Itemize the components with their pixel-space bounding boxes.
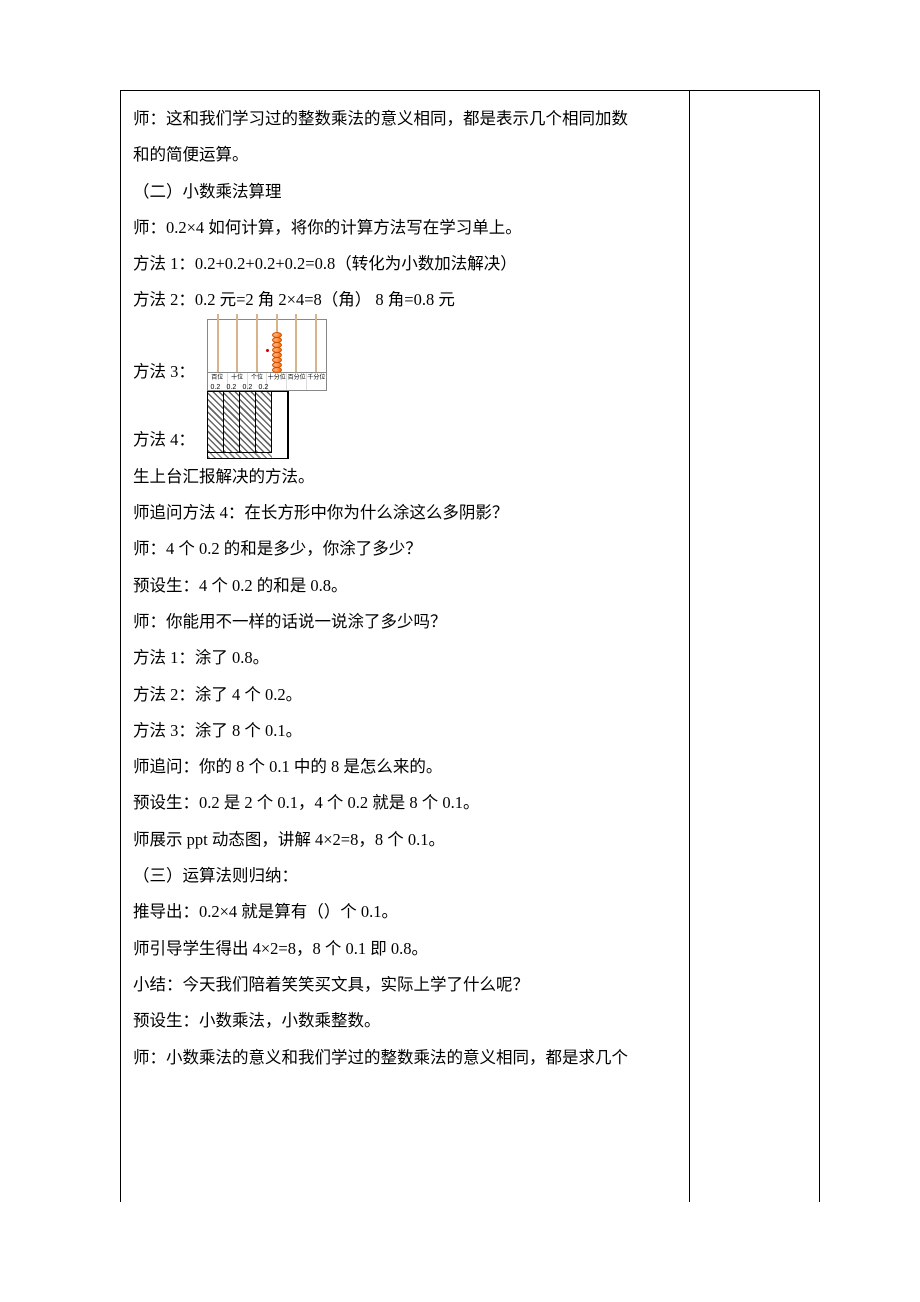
text-line: 师：小数乘法的意义和我们学过的整数乘法的意义相同，都是求几个	[133, 1040, 677, 1076]
text-line: 方法 2：涂了 4 个 0.2。	[133, 677, 677, 713]
text-line: 师：4 个 0.2 的和是多少，你涂了多少？	[133, 531, 677, 567]
side-column	[690, 91, 820, 1202]
section-heading: （三）运算法则归纳：	[133, 858, 677, 894]
method-3-label: 方法 3：	[133, 354, 195, 390]
text-line: 方法 1：涂了 0.8。	[133, 640, 677, 676]
text-line: 师：这和我们学习过的整数乘法的意义相同，都是表示几个相同加数	[133, 101, 677, 137]
text-line: 师展示 ppt 动态图，讲解 4×2=8，8 个 0.1。	[133, 822, 677, 858]
text-line: 方法 1：0.2+0.2+0.2+0.2=0.8（转化为小数加法解决）	[133, 246, 677, 282]
text-line: 师：你能用不一样的话说一说涂了多少吗？	[133, 604, 677, 640]
main-column: 师：这和我们学习过的整数乘法的意义相同，都是表示几个相同加数 和的简便运算。 （…	[121, 91, 690, 1202]
text-line: 师追问：你的 8 个 0.1 中的 8 是怎么来的。	[133, 749, 677, 785]
text-line: 生上台汇报解决的方法。	[133, 459, 677, 495]
text-line: 预设生：0.2 是 2 个 0.1，4 个 0.2 就是 8 个 0.1。	[133, 785, 677, 821]
text-line: 方法 3：涂了 8 个 0.1。	[133, 713, 677, 749]
text-line: 推导出：0.2×4 就是算有（）个 0.1。	[133, 894, 677, 930]
method-4-label: 方法 4：	[133, 422, 195, 458]
text-line: 预设生：4 个 0.2 的和是 0.8。	[133, 568, 677, 604]
lesson-table: 师：这和我们学习过的整数乘法的意义相同，都是表示几个相同加数 和的简便运算。 （…	[120, 90, 820, 1202]
method-4-row: 方法 4： 0.2 0.2 0.2 0.2	[133, 391, 677, 459]
text-line: 师引导学生得出 4×2=8，8 个 0.1 即 0.8。	[133, 931, 677, 967]
text-line: 和的简便运算。	[133, 137, 677, 173]
shaded-rectangle-diagram: 0.2 0.2 0.2 0.2	[207, 391, 289, 459]
abacus-tenths-rod	[267, 320, 287, 372]
text-line: 预设生：小数乘法，小数乘整数。	[133, 1003, 677, 1039]
text-line: 师：0.2×4 如何计算，将你的计算方法写在学习单上。	[133, 210, 677, 246]
section-heading: （二）小数乘法算理	[133, 174, 677, 210]
text-line: 小结：今天我们陪着笑笑买文具，实际上学了什么呢？	[133, 967, 677, 1003]
text-line: 师追问方法 4：在长方形中你为什么涂这么多阴影？	[133, 495, 677, 531]
text-line: 方法 2：0.2 元=2 角 2×4=8（角） 8 角=0.8 元	[133, 282, 677, 318]
